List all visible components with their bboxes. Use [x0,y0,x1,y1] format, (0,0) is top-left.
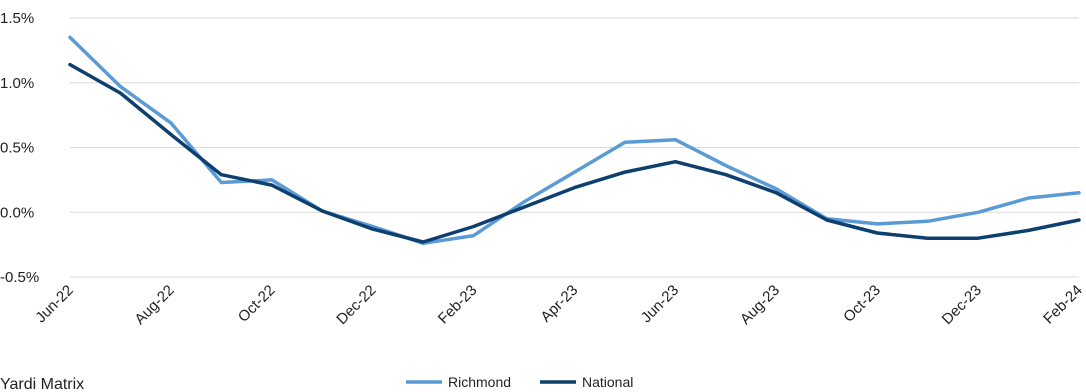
y-tick-label: 1.0% [0,75,34,92]
series-lines [68,35,1081,246]
legend-label-richmond: Richmond [448,374,511,390]
y-tick-label: -0.5% [0,269,39,286]
x-tick-label: Dec-23 [939,282,985,328]
x-tick-label: Jun-23 [638,282,682,326]
series-line-national [68,62,1081,244]
x-tick-label: Oct-23 [840,282,884,326]
y-tick-label: 0.5% [0,140,34,157]
x-tick-label: Dec-22 [333,282,379,328]
series-line-richmond [68,35,1081,246]
x-tick-label: Aug-23 [737,282,783,328]
x-tick-label: Apr-23 [537,282,581,326]
legend-label-national: National [582,374,633,390]
x-tick-label: Oct-22 [235,282,279,326]
x-tick-label: Feb-24 [1040,282,1086,328]
x-tick-label: Jun-22 [32,282,76,326]
y-axis-tick-labels: 1.5% 1.0% 0.5% 0.0% -0.5% [0,10,39,286]
x-tick-label: Aug-22 [132,282,178,328]
x-axis-tick-labels: Jun-22 Aug-22 Oct-22 Dec-22 Feb-23 Apr-23 Jun-… [32,282,1085,328]
y-tick-label: 1.5% [0,10,34,27]
y-tick-label: 0.0% [0,204,34,221]
legend: Richmond National [406,374,633,390]
gridlines [70,17,1079,278]
source-label: Yardi Matrix [0,376,84,392]
x-tick-label: Feb-23 [435,282,481,328]
